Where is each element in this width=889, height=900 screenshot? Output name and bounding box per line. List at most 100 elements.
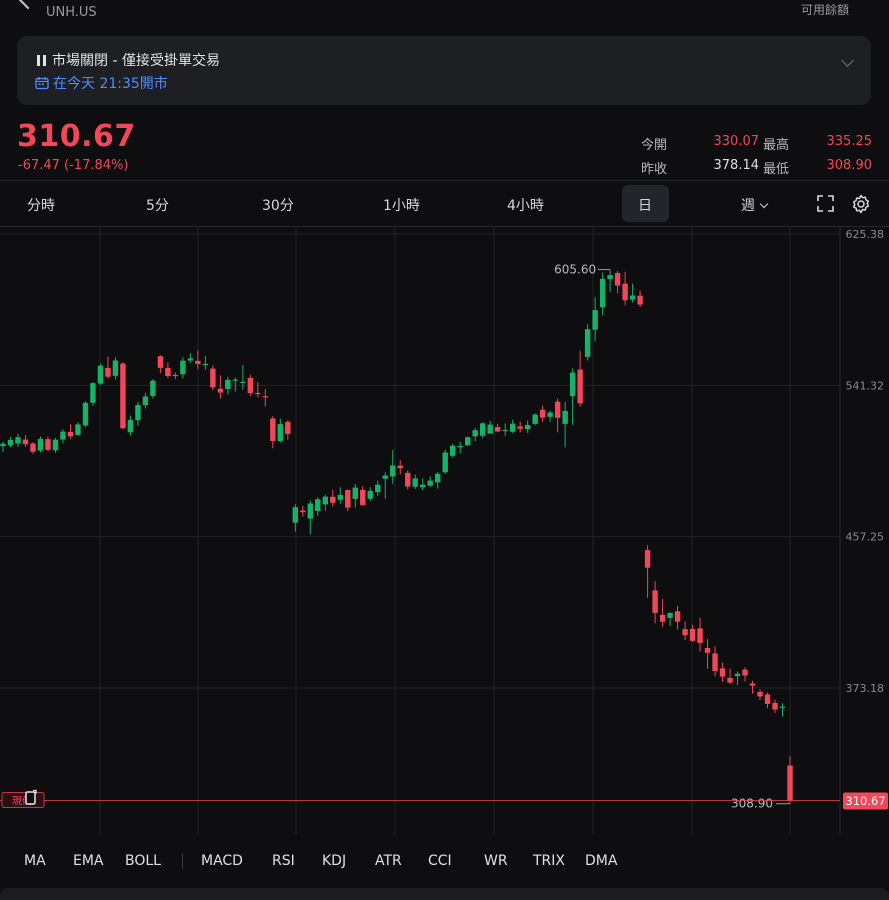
candle-body [390,465,396,477]
indicator-boll[interactable]: BOLL [125,853,161,869]
candle-body [569,372,576,396]
candle-body [255,392,261,395]
candle-body [450,445,456,456]
candle-body [345,489,351,508]
candle-body [97,365,104,384]
candle-body [494,427,501,432]
candle-body [629,295,636,300]
candle-body [442,452,448,473]
candle-body [689,628,696,641]
tab-30min[interactable]: 30分 [262,198,294,214]
min-price-label: 308.90 [731,797,773,811]
candle-body [479,423,486,436]
candle-body [532,414,538,424]
candle-body [52,439,59,451]
chevron-down-icon [760,199,769,209]
candle-body [465,437,471,446]
tab-4hour[interactable]: 4小時 [507,198,544,214]
indicator-rsi[interactable]: RSI [272,853,295,869]
candle-body [375,484,381,493]
available-balance-link[interactable]: 可用餘額 [800,3,849,17]
candle-body [607,275,613,280]
indicator-atr[interactable]: ATR [375,853,402,869]
indicator-macd[interactable]: MACD [201,853,243,869]
tab-day[interactable]: 日 [638,198,652,214]
indicator-ema[interactable]: EMA [73,853,104,869]
candle-body [67,431,74,437]
market-status-title-row: 市場關閉 - 僅接受掛單交易 [37,50,220,70]
candle-body [652,590,658,613]
settings-icon[interactable] [851,194,871,214]
rotate-icon[interactable] [24,789,38,805]
candle-body [262,396,269,398]
candle-body [704,648,711,653]
candle-body [240,381,246,383]
candle-body [772,702,778,710]
candle-body [577,369,583,404]
candle-body [75,424,81,435]
prev-close-value: 378.14 [713,158,760,173]
candle-body [599,278,606,308]
candle-body [779,706,786,708]
candle-body [562,410,568,424]
indicator-cci[interactable]: CCI [428,853,452,869]
candle-body [37,438,44,451]
candle-body [435,473,441,483]
tab-5min[interactable]: 5分 [146,198,169,214]
candle-body [427,480,433,486]
market-status-card[interactable]: 市場關閉 - 僅接受掛單交易 在今天 21:35開市 [17,36,871,105]
symbol-label: UNH.US [46,5,97,20]
indicator-ma[interactable]: MA [24,853,46,869]
indicator-divider [182,853,183,869]
back-icon[interactable] [16,0,40,10]
indicator-dma[interactable]: DMA [585,853,618,869]
candle-body [547,412,553,417]
candle-body [360,489,366,506]
candle-body [232,379,239,381]
candle-body [727,677,733,683]
candle-body [322,496,328,505]
candle-body [270,418,276,441]
indicator-kdj[interactable]: KDJ [322,853,347,869]
candle-body [734,673,741,677]
chevron-down-icon[interactable] [841,54,854,67]
divider [0,180,889,181]
candle-body [682,629,688,636]
candle-body [315,499,321,512]
tab-week[interactable]: 週 [741,195,769,215]
candlestick-chart[interactable]: 625.38541.32457.25373.182024/12/232025/0… [0,226,889,834]
candle-body [82,402,89,426]
candle-body [247,377,254,394]
candle-body [30,443,36,452]
candle-body [90,383,96,403]
candle-body [697,628,703,643]
low-label: 最低 [763,162,790,177]
prev-close-label: 昨收 [641,162,668,177]
indicator-wr[interactable]: WR [484,853,508,869]
candle-body [120,363,126,429]
active-tab-highlight [622,185,669,222]
last-price: 310.67 [17,119,136,154]
candle-body [420,484,426,488]
candle-body [277,424,284,441]
candle-body [15,437,21,444]
fullscreen-icon[interactable] [817,195,834,212]
high-label: 最高 [763,138,790,153]
max-price-label: 605.60 [554,263,596,277]
tab-1hour[interactable]: 1小時 [383,198,420,214]
candle-body [127,419,134,433]
candle-body [60,431,66,440]
y-tick-label: 541.32 [846,379,885,392]
candle-body [412,478,418,487]
indicator-trix[interactable]: TRIX [533,853,565,869]
candle-body [614,273,621,286]
candle-body [187,358,194,361]
candle-body [742,669,748,676]
candle-body [517,426,523,429]
chart-labels: 625.38541.32457.25373.182024/12/232025/0… [0,228,888,811]
candle-body [667,612,673,618]
candle-body [135,404,141,421]
candle-body [45,439,51,450]
candle-body [622,283,628,301]
tab-timeshare[interactable]: 分時 [27,198,55,214]
